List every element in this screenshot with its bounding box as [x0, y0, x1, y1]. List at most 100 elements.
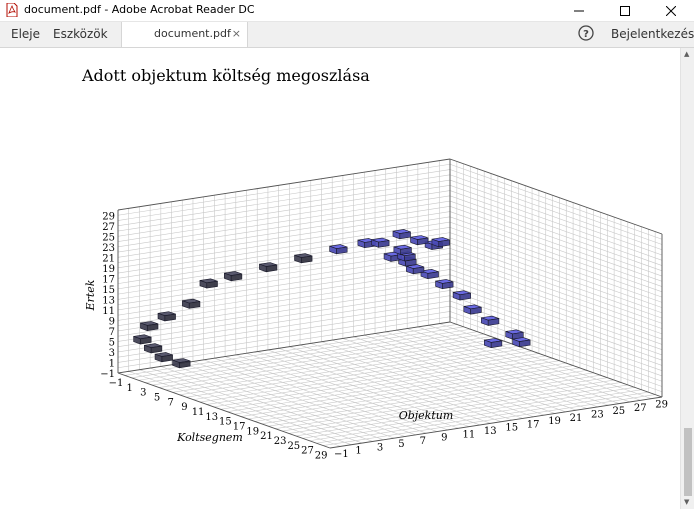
grid-line — [267, 349, 481, 426]
grid-line — [117, 311, 451, 363]
grid-line — [321, 341, 534, 418]
data-cube — [431, 237, 450, 248]
grid-line — [449, 174, 663, 251]
grid-line — [117, 163, 451, 216]
grid-line — [117, 316, 451, 369]
grid-line — [295, 384, 628, 437]
data-cube — [357, 238, 376, 249]
grid-line — [449, 242, 663, 319]
grid-line — [213, 355, 546, 408]
y-axis-title: Objektum — [399, 409, 454, 422]
grid-line — [342, 338, 556, 414]
data-cube — [140, 321, 159, 332]
grid-line — [449, 211, 663, 287]
z-tick-label: 1 — [109, 358, 115, 369]
help-circle-icon[interactable]: ? — [578, 25, 594, 41]
z-tick-label: 19 — [102, 264, 115, 275]
grid-line — [282, 379, 615, 432]
grid-line — [449, 274, 663, 350]
grid-line — [138, 328, 471, 381]
scroll-down-icon[interactable]: ▼ — [684, 498, 690, 506]
vertical-scrollbar[interactable]: ▲ ▼ — [680, 48, 694, 509]
grid-line — [160, 366, 373, 442]
tab-close-icon[interactable]: × — [231, 27, 241, 40]
data-cube — [154, 352, 173, 363]
grid-line — [117, 279, 451, 332]
grid-line — [200, 350, 533, 403]
x-tick-label: 1 — [126, 383, 132, 394]
grid-line — [128, 371, 341, 447]
grid-line — [364, 334, 577, 411]
grid-line — [449, 300, 663, 377]
grid-line — [449, 200, 663, 277]
x-tick-label: 5 — [154, 393, 160, 404]
axis-frame — [449, 321, 663, 398]
grid-line — [449, 190, 663, 266]
close-window-button[interactable] — [648, 0, 694, 21]
grid-line — [275, 377, 608, 429]
maximize-icon — [620, 5, 630, 16]
grid-line — [449, 206, 663, 282]
y-tick-label: 1 — [355, 446, 361, 457]
grid-line — [449, 227, 663, 303]
z-tick-label: 9 — [109, 316, 115, 327]
grid-line — [117, 174, 451, 227]
data-cube — [420, 269, 439, 280]
tab-document[interactable]: document.pdf × — [121, 22, 248, 47]
grid-line — [117, 211, 451, 263]
chart-labels: −1 1 3 5 7 9 11 13 15 17 19 21 23 25 27 29 −1 1 3 5 7 9 11 13 15… — [84, 211, 668, 461]
grid-line — [449, 316, 663, 393]
grid-line — [165, 338, 498, 391]
grid-line — [449, 279, 663, 356]
grid-line — [241, 365, 574, 417]
grid-line — [152, 333, 485, 386]
data-cube — [371, 237, 390, 248]
signin-link[interactable]: Bejelentkezés — [611, 27, 694, 41]
x-tick-label: 21 — [260, 431, 273, 442]
scroll-up-icon[interactable]: ▲ — [684, 50, 690, 58]
y-tick-label: 7 — [420, 436, 426, 447]
x-tick-label: 3 — [140, 388, 146, 399]
pdf-file-icon — [6, 3, 18, 17]
z-tick-label: −1 — [100, 369, 115, 380]
x-tick-label: 19 — [246, 426, 259, 437]
grid-line — [309, 389, 642, 442]
scroll-thumb[interactable] — [684, 428, 692, 496]
back-wall-yz — [118, 159, 450, 373]
y-tick-label: 5 — [398, 439, 404, 450]
grid-line — [117, 216, 451, 269]
grid-line — [246, 352, 459, 429]
grid-line — [139, 369, 352, 445]
y-tick-label: 13 — [484, 426, 497, 437]
grid-line — [302, 387, 635, 439]
grid-line — [172, 341, 505, 393]
menu-home[interactable]: Eleje — [11, 27, 41, 41]
data-cube — [463, 304, 482, 315]
tab-label: document.pdf — [154, 27, 231, 40]
grid-line — [117, 169, 451, 221]
x-tick-label: 27 — [301, 446, 314, 457]
grid-line — [407, 328, 620, 404]
y-tick-label: 19 — [548, 416, 561, 427]
y-tick-label: 29 — [655, 400, 668, 411]
data-cube — [182, 298, 201, 309]
menu-tools[interactable]: Eszközök — [53, 27, 108, 41]
axis-frame — [117, 372, 331, 449]
grid-line — [449, 269, 663, 345]
chart-panes — [118, 159, 662, 397]
grid-line — [117, 290, 451, 342]
x-tick-label: 11 — [192, 407, 205, 418]
grid-line — [117, 184, 451, 237]
grid-line — [131, 326, 464, 379]
z-tick-label: 11 — [102, 306, 115, 317]
grid-line — [117, 237, 451, 290]
grid-line — [214, 357, 427, 434]
grid-line — [145, 331, 478, 383]
minimize-button[interactable] — [556, 0, 602, 21]
grid-line — [428, 325, 641, 401]
maximize-button[interactable] — [602, 0, 648, 21]
data-cube — [329, 244, 348, 255]
z-tick-label: 13 — [102, 295, 115, 306]
data-cube — [259, 262, 278, 273]
x-tick-label: 15 — [219, 417, 232, 428]
